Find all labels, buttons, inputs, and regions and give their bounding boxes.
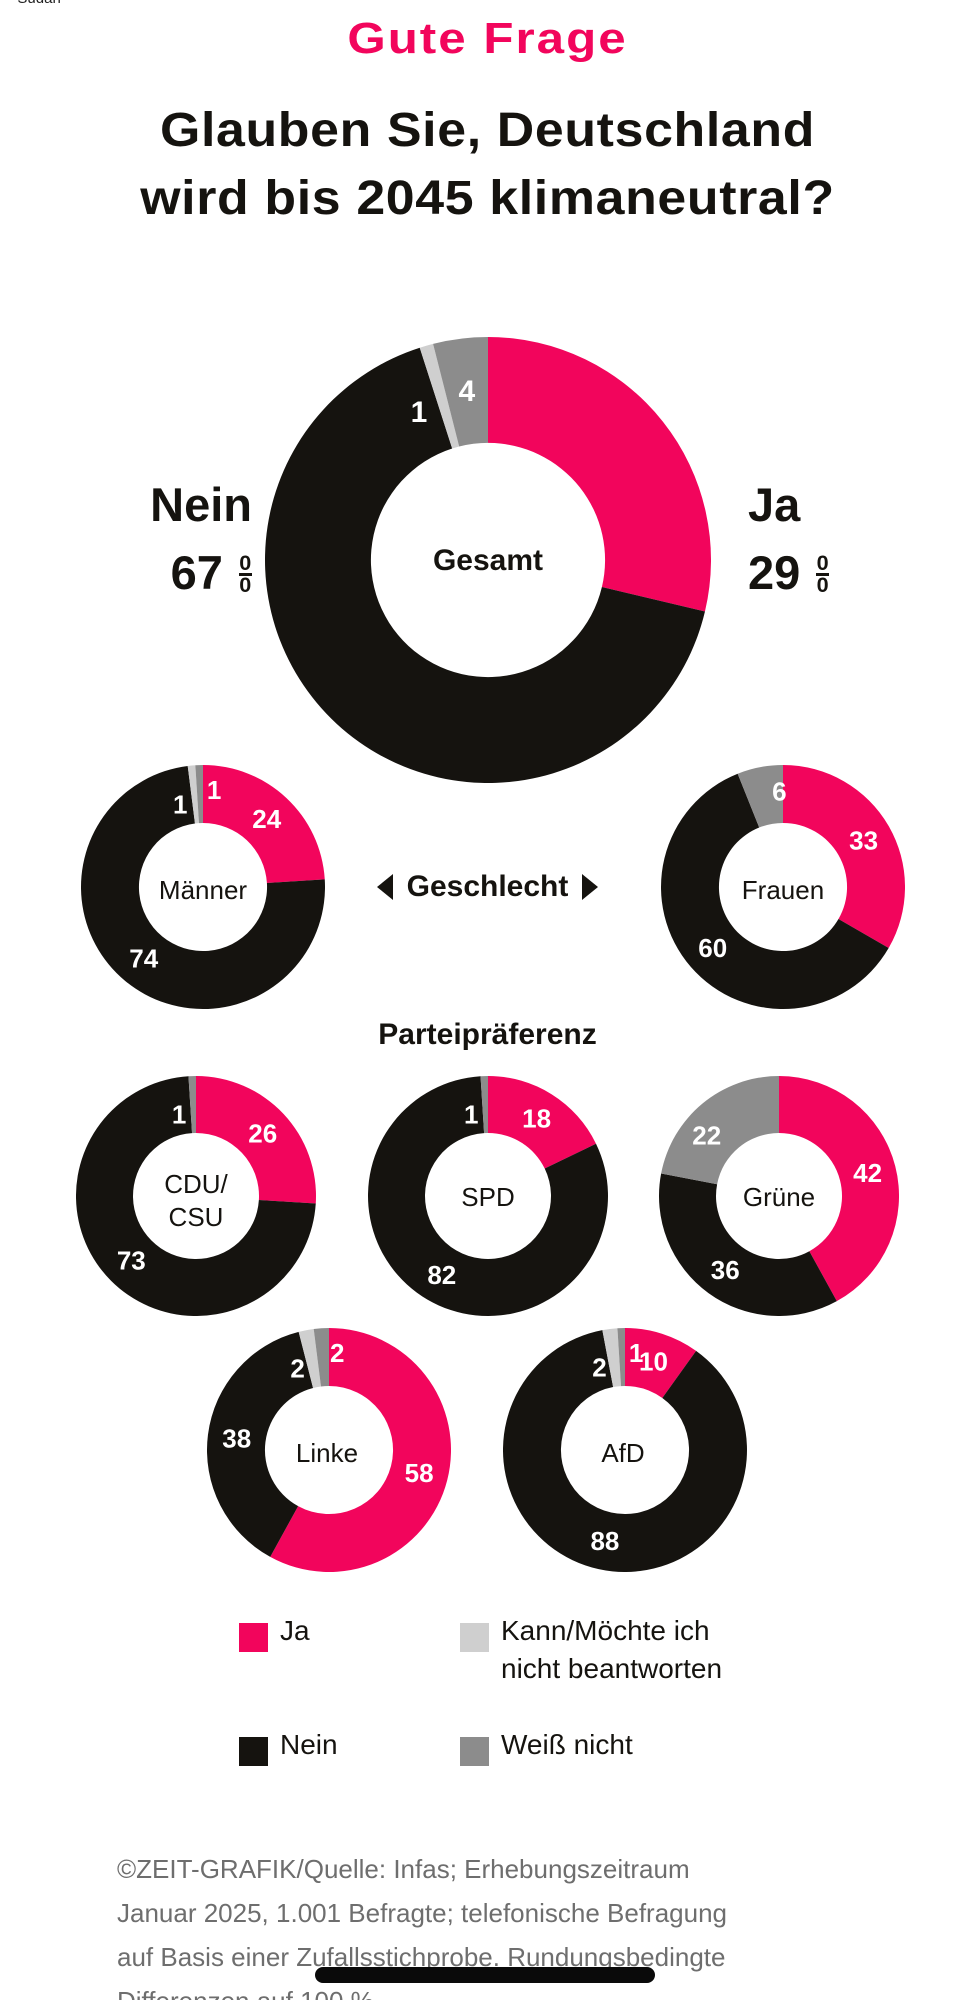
svg-text:2: 2 xyxy=(330,1338,344,1368)
svg-text:18: 18 xyxy=(522,1104,551,1134)
svg-text:24: 24 xyxy=(252,804,281,834)
svg-text:74: 74 xyxy=(129,944,158,974)
svg-text:1: 1 xyxy=(172,1100,186,1130)
svg-text:82: 82 xyxy=(427,1260,456,1290)
svg-text:2: 2 xyxy=(290,1354,304,1384)
svg-text:1: 1 xyxy=(411,396,428,429)
svg-text:88: 88 xyxy=(590,1526,619,1556)
svg-text:1: 1 xyxy=(464,1100,478,1130)
svg-text:26: 26 xyxy=(248,1118,277,1148)
svg-text:36: 36 xyxy=(711,1255,740,1285)
svg-text:73: 73 xyxy=(117,1246,146,1276)
svg-text:60: 60 xyxy=(698,933,727,963)
svg-text:33: 33 xyxy=(849,826,878,856)
svg-text:1: 1 xyxy=(629,1338,643,1368)
svg-text:1: 1 xyxy=(207,775,221,805)
svg-text:6: 6 xyxy=(772,777,786,807)
svg-text:1: 1 xyxy=(173,789,187,819)
svg-text:2: 2 xyxy=(592,1353,606,1383)
svg-text:10: 10 xyxy=(639,1346,668,1376)
svg-text:22: 22 xyxy=(692,1121,721,1151)
svg-text:4: 4 xyxy=(459,375,476,408)
